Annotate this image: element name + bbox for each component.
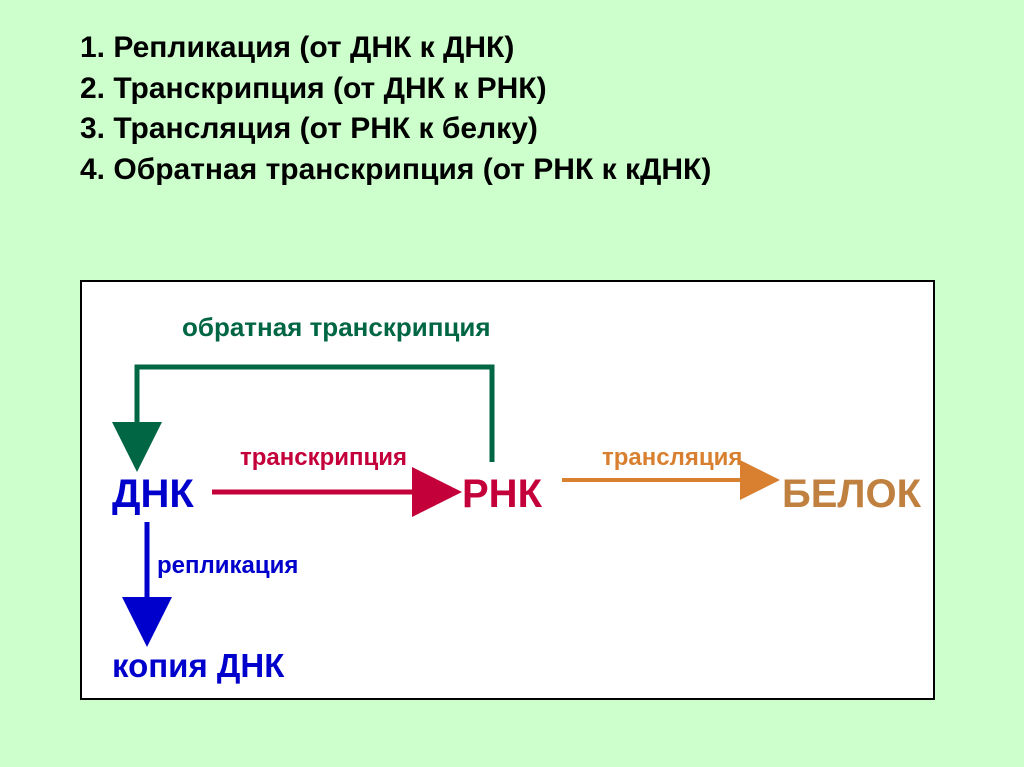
protein-node: БЕЛОК <box>782 472 921 517</box>
reverse-transcription-label: обратная транскрипция <box>182 312 491 343</box>
dna-copy-node: копия ДНК <box>112 647 284 685</box>
definition-list: 1. Репликация (от ДНК к ДНК) 2. Транскри… <box>80 28 711 190</box>
list-item: 3. Трансляция (от РНК к белку) <box>80 109 711 150</box>
slide: 1. Репликация (от ДНК к ДНК) 2. Транскри… <box>0 0 1024 767</box>
list-item: 2. Транскрипция (от ДНК к РНК) <box>80 69 711 110</box>
translation-label: трансляция <box>602 444 742 472</box>
rna-node: РНК <box>462 472 542 517</box>
dna-node: ДНК <box>112 472 194 517</box>
transcription-label: транскрипция <box>240 444 407 472</box>
replication-label: репликация <box>157 552 298 580</box>
list-item: 4. Обратная транскрипция (от РНК к кДНК) <box>80 150 711 191</box>
list-item: 1. Репликация (от ДНК к ДНК) <box>80 28 711 69</box>
diagram: обратная транскрипция транскрипция транс… <box>80 280 935 700</box>
